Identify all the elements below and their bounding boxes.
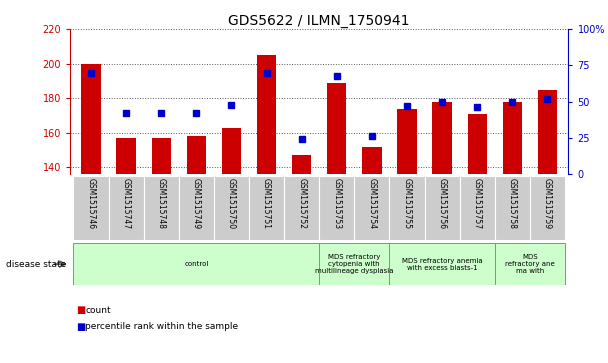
Text: GSM1515759: GSM1515759 [543, 178, 552, 229]
Bar [117, 138, 136, 174]
Bar [530, 176, 565, 240]
Bar [151, 138, 171, 174]
Bar [143, 176, 179, 240]
Bar [257, 55, 276, 174]
Bar [81, 64, 101, 174]
Text: GSM1515751: GSM1515751 [262, 178, 271, 229]
Bar [284, 176, 319, 240]
Bar [468, 114, 487, 174]
Text: GSM1515754: GSM1515754 [367, 178, 376, 229]
Bar [319, 243, 389, 285]
Text: disease state: disease state [6, 260, 66, 269]
Bar [109, 176, 143, 240]
Text: ■: ■ [76, 322, 85, 332]
Bar [495, 176, 530, 240]
Text: GSM1515753: GSM1515753 [332, 178, 341, 229]
Text: GSM1515750: GSM1515750 [227, 178, 236, 229]
Bar [537, 90, 557, 174]
Bar [249, 176, 284, 240]
Bar [187, 136, 206, 174]
Bar [222, 127, 241, 174]
Bar [74, 243, 319, 285]
Text: ■: ■ [76, 305, 85, 315]
Text: GSM1515747: GSM1515747 [122, 178, 131, 229]
Text: GSM1515748: GSM1515748 [157, 178, 166, 229]
Bar [214, 176, 249, 240]
Text: GSM1515752: GSM1515752 [297, 178, 306, 229]
Bar [319, 176, 354, 240]
Bar [74, 176, 109, 240]
Bar [327, 83, 347, 174]
Bar [495, 243, 565, 285]
Text: GSM1515757: GSM1515757 [472, 178, 482, 229]
Bar [389, 243, 495, 285]
Title: GDS5622 / ILMN_1750941: GDS5622 / ILMN_1750941 [229, 14, 410, 28]
Bar [460, 176, 495, 240]
Bar [354, 176, 389, 240]
Bar [362, 147, 382, 174]
Text: GSM1515749: GSM1515749 [192, 178, 201, 229]
Text: percentile rank within the sample: percentile rank within the sample [85, 322, 238, 331]
Bar [292, 155, 311, 174]
Text: GSM1515746: GSM1515746 [86, 178, 95, 229]
Bar [179, 176, 214, 240]
Bar [424, 176, 460, 240]
Bar [389, 176, 424, 240]
Bar [397, 109, 416, 174]
Text: GSM1515755: GSM1515755 [402, 178, 412, 229]
Bar [503, 102, 522, 174]
Text: MDS refractory
cytopenia with
multilineage dysplasia: MDS refractory cytopenia with multilinea… [315, 254, 393, 274]
Text: GSM1515756: GSM1515756 [438, 178, 447, 229]
Text: MDS refractory anemia
with excess blasts-1: MDS refractory anemia with excess blasts… [402, 258, 482, 270]
Text: count: count [85, 306, 111, 315]
Text: MDS
refractory ane
ma with: MDS refractory ane ma with [505, 254, 554, 274]
Text: control: control [184, 261, 209, 267]
Bar [432, 102, 452, 174]
Text: GSM1515758: GSM1515758 [508, 178, 517, 229]
